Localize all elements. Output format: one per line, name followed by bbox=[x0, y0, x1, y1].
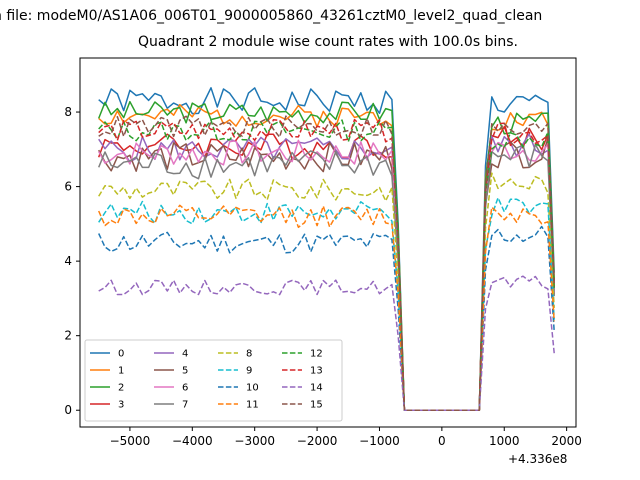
chart-title: Quadrant 2 module wise count rates with … bbox=[138, 34, 518, 50]
x-tick-label: 0 bbox=[438, 434, 446, 448]
legend-label-14: 14 bbox=[310, 383, 323, 394]
y-tick-label: 0 bbox=[64, 403, 72, 417]
y-tick-label: 2 bbox=[64, 329, 72, 343]
legend-label-2: 2 bbox=[118, 383, 124, 394]
legend-label-6: 6 bbox=[182, 383, 188, 394]
figure-suptitle: n file: modeM0/AS1A06_006T01_9000005860_… bbox=[0, 8, 543, 24]
series-layer bbox=[97, 87, 555, 411]
series-line-9 bbox=[98, 197, 555, 411]
x-tick-label: −4000 bbox=[172, 434, 213, 448]
legend-label-8: 8 bbox=[246, 349, 252, 360]
legend-label-3: 3 bbox=[118, 400, 124, 411]
y-tick-label: 8 bbox=[64, 105, 72, 119]
x-axis-offset-label: +4.336e8 bbox=[508, 452, 568, 466]
legend-label-10: 10 bbox=[246, 383, 259, 394]
legend-label-0: 0 bbox=[118, 349, 124, 360]
series-line-11 bbox=[98, 204, 555, 411]
legend-label-4: 4 bbox=[182, 349, 188, 360]
legend-box bbox=[84, 339, 343, 422]
series-line-2 bbox=[98, 100, 555, 411]
x-tick-label: −5000 bbox=[110, 434, 151, 448]
series-line-10 bbox=[98, 225, 555, 411]
series-line-13 bbox=[98, 118, 555, 411]
axes-frame bbox=[79, 57, 577, 428]
series-line-8 bbox=[98, 172, 555, 411]
legend-label-7: 7 bbox=[182, 400, 188, 411]
y-tick-label: 6 bbox=[64, 180, 72, 194]
series-line-15 bbox=[98, 115, 555, 411]
legend-label-9: 9 bbox=[246, 366, 252, 377]
series-line-5 bbox=[98, 137, 555, 411]
x-tick-label: −2000 bbox=[297, 434, 338, 448]
x-tick-label: −1000 bbox=[359, 434, 400, 448]
y-axis-ticks: 0 2 4 6 8 bbox=[64, 105, 80, 417]
series-line-12 bbox=[98, 119, 555, 411]
series-line-7 bbox=[98, 143, 555, 411]
y-tick-label: 4 bbox=[64, 254, 72, 268]
series-line-0 bbox=[98, 87, 555, 411]
x-tick-label: 1000 bbox=[489, 434, 520, 448]
legend-label-12: 12 bbox=[310, 349, 323, 360]
x-tick-label: 2000 bbox=[551, 434, 582, 448]
legend-label-5: 5 bbox=[182, 366, 188, 377]
legend-label-11: 11 bbox=[246, 400, 259, 411]
x-tick-label: −3000 bbox=[234, 434, 275, 448]
legend-label-1: 1 bbox=[118, 366, 124, 377]
legend-label-13: 13 bbox=[310, 366, 323, 377]
series-line-14 bbox=[98, 275, 555, 411]
x-axis-ticks: −5000 −4000 −3000 −2000 −1000 0 1000 2000 bbox=[110, 427, 582, 448]
legend-label-15: 15 bbox=[310, 400, 323, 411]
